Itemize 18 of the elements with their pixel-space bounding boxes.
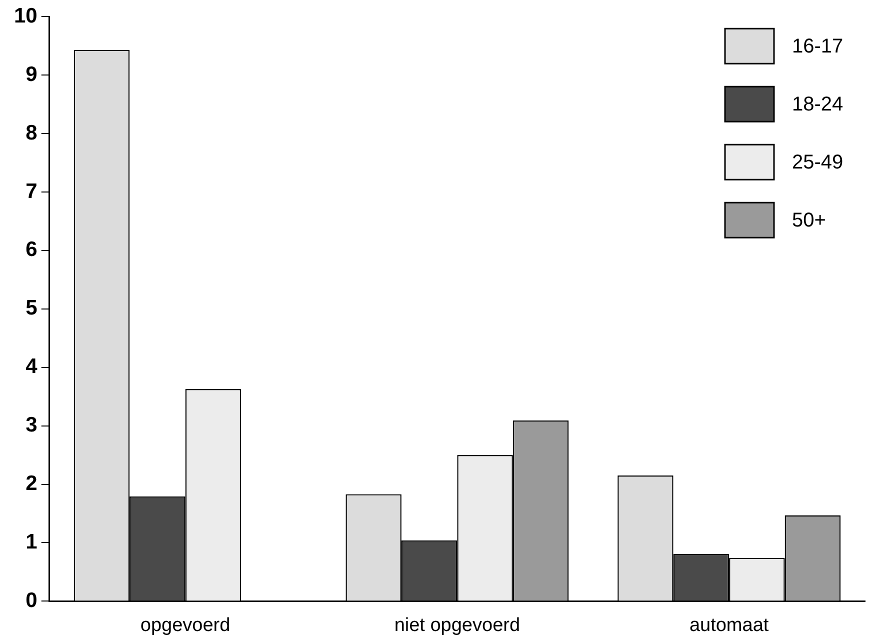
y-tick-label: 8 xyxy=(26,121,38,144)
y-tick-label: 9 xyxy=(26,62,38,86)
y-tick-label: 1 xyxy=(26,530,38,554)
y-tick-label: 7 xyxy=(26,180,38,203)
x-tick-label: niet opgevoerd xyxy=(394,614,520,636)
x-tick-label: opgevoerd xyxy=(140,614,230,636)
y-tick-label: 0 xyxy=(26,588,38,612)
y-tick-label: 2 xyxy=(26,472,38,496)
x-tick-label: automaat xyxy=(689,614,770,636)
y-tick-label: 4 xyxy=(26,355,38,378)
legend-label: 16-17 xyxy=(792,36,844,58)
y-tick-label: 10 xyxy=(14,4,38,28)
y-tick-label: 3 xyxy=(26,414,38,437)
y-tick-label: 6 xyxy=(26,238,38,262)
y-tick-label: 5 xyxy=(26,296,38,320)
legend-label: 25-49 xyxy=(792,152,844,174)
legend-label: 50+ xyxy=(792,210,826,232)
legend-label: 18-24 xyxy=(792,94,844,116)
